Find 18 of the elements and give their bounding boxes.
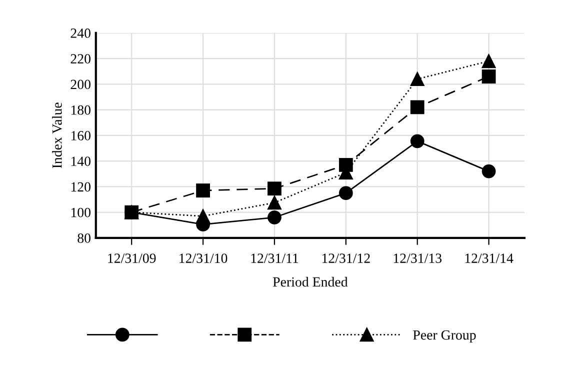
y-tick-label: 240 [70, 28, 90, 38]
x-axis-title: Period Ended [272, 276, 348, 287]
x-tick-label: 12/31/10 [180, 254, 228, 263]
y-tick-label: 140 [71, 156, 90, 166]
y-tick-label: 120 [71, 182, 90, 192]
y-tick-label: 180 [71, 105, 90, 115]
x-tick-label: 12/31/09 [108, 254, 156, 263]
x-tick-label: 12/31/11 [251, 254, 298, 263]
x-tick-label: 12/31/14 [465, 254, 514, 263]
y-tick-label: 80 [78, 233, 90, 243]
y-axis-title: Index Value [52, 102, 62, 168]
y-tick-label: 160 [71, 131, 90, 140]
y-tick-label: 100 [71, 208, 90, 218]
y-tick-label: 220 [70, 54, 90, 64]
y-tick-label: 200 [70, 80, 90, 90]
x-tick-label: 12/31/13 [394, 254, 442, 263]
x-tick-label: 12/31/12 [322, 254, 370, 263]
legend-label: Peer Group [413, 330, 476, 343]
